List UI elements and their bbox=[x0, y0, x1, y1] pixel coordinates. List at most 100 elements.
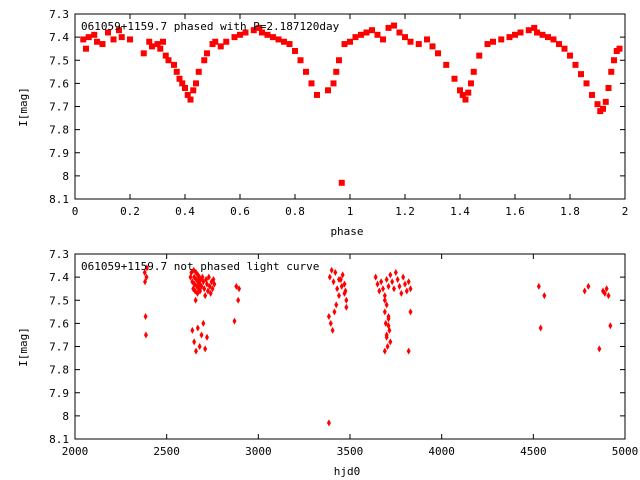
phased-data-point bbox=[363, 29, 370, 36]
phased-x-tick-label: 1.4 bbox=[450, 205, 470, 218]
unphased-x-tick-label: 4500 bbox=[520, 445, 547, 458]
phased-data-point bbox=[550, 36, 557, 43]
unphased-data-point bbox=[383, 319, 388, 327]
unphased-x-axis-ticks: 2000 2500 3000 3500 4000 4500 5000 bbox=[62, 254, 638, 458]
unphased-data-point bbox=[382, 308, 387, 316]
unphased-data-point bbox=[403, 280, 407, 288]
phased-data-point bbox=[190, 87, 197, 94]
unphased-data-point bbox=[390, 278, 395, 286]
unphased-data-point bbox=[199, 331, 204, 339]
phased-data-point bbox=[264, 31, 271, 38]
unphased-plot-frame bbox=[74, 253, 626, 440]
phased-data-point bbox=[201, 57, 208, 64]
phased-data-point bbox=[415, 41, 422, 48]
unphased-data-point bbox=[202, 285, 207, 293]
phased-x-tick-label: 0.6 bbox=[230, 205, 250, 218]
unphased-data-point bbox=[377, 287, 382, 295]
unphased-data-point bbox=[326, 312, 331, 320]
unphased-data-point bbox=[143, 331, 148, 339]
phased-data-point bbox=[391, 22, 397, 29]
phased-data-point bbox=[407, 38, 414, 45]
unphased-data-point bbox=[342, 289, 347, 297]
phased-data-point bbox=[281, 38, 287, 45]
unphased-data-point bbox=[207, 282, 212, 290]
phased-x-axis-label: phase bbox=[330, 225, 363, 238]
phased-data-point bbox=[110, 36, 117, 43]
unphased-data-point bbox=[206, 273, 211, 281]
phased-data-point bbox=[154, 41, 161, 48]
unphased-data-point bbox=[342, 280, 347, 288]
phased-data-point bbox=[187, 96, 194, 103]
phased-data-point bbox=[459, 91, 466, 98]
unphased-data-points bbox=[142, 264, 613, 427]
phased-data-point bbox=[465, 89, 472, 96]
phased-data-point bbox=[358, 31, 364, 38]
phased-data-point bbox=[223, 38, 230, 45]
phased-data-point bbox=[429, 43, 436, 50]
unphased-data-point bbox=[210, 285, 215, 293]
phased-data-point bbox=[506, 34, 513, 41]
unphased-data-point bbox=[335, 285, 340, 293]
phased-data-point bbox=[237, 31, 243, 38]
phased-data-point bbox=[583, 80, 590, 87]
unphased-data-point bbox=[604, 285, 609, 293]
phased-x-tick-label: 0.8 bbox=[285, 205, 305, 218]
unphased-x-tick-label: 2000 bbox=[62, 445, 89, 458]
unphased-data-point bbox=[392, 285, 396, 293]
unphased-x-tick-label: 3000 bbox=[245, 445, 272, 458]
phased-x-axis-ticks: 0 0.2 0.4 0.6 0.8 1 1.2 1.4 1.6 1.8 2 bbox=[72, 14, 628, 218]
unphased-data-point bbox=[542, 292, 547, 300]
unphased-data-point bbox=[399, 289, 404, 297]
phased-data-point bbox=[116, 27, 122, 34]
unphased-data-point bbox=[397, 282, 402, 290]
unphased-data-point bbox=[142, 269, 147, 276]
unphased-data-point bbox=[327, 273, 332, 281]
phased-data-point bbox=[333, 68, 340, 75]
phased-data-point bbox=[435, 50, 441, 57]
phased-y-tick-label: 7.9 bbox=[49, 147, 69, 160]
unphased-data-point bbox=[582, 287, 587, 295]
phased-data-point bbox=[99, 41, 106, 48]
phased-data-point bbox=[531, 24, 538, 31]
unphased-data-point bbox=[234, 282, 239, 290]
unphased-data-point bbox=[404, 287, 409, 295]
phased-data-point bbox=[160, 38, 166, 45]
phased-data-point bbox=[146, 38, 153, 45]
phased-data-point bbox=[380, 36, 386, 43]
unphased-data-point bbox=[337, 275, 341, 283]
phased-data-point bbox=[325, 87, 331, 94]
phased-y-tick-label: 7.4 bbox=[49, 31, 69, 44]
unphased-data-point bbox=[406, 278, 411, 286]
unphased-data-point bbox=[203, 292, 208, 300]
phased-data-point bbox=[561, 45, 568, 52]
unphased-x-tick-label: 3500 bbox=[337, 445, 364, 458]
unphased-data-point bbox=[334, 301, 339, 309]
phased-data-point bbox=[173, 68, 180, 75]
phased-data-point bbox=[498, 36, 505, 43]
unphased-data-point bbox=[382, 347, 387, 355]
unphased-data-point bbox=[331, 278, 336, 286]
unphased-data-point bbox=[401, 273, 406, 281]
unphased-data-point bbox=[602, 289, 607, 297]
phased-data-point bbox=[484, 41, 491, 48]
phased-y-tick-label: 7.8 bbox=[49, 124, 69, 137]
phased-data-point bbox=[212, 38, 219, 45]
phased-data-point bbox=[490, 38, 496, 45]
unphased-data-point bbox=[395, 275, 400, 283]
phased-data-point bbox=[594, 101, 601, 108]
phased-data-point bbox=[424, 36, 430, 43]
phased-data-point bbox=[140, 50, 147, 57]
unphased-data-point bbox=[384, 275, 389, 283]
phased-data-point bbox=[347, 38, 353, 45]
phased-data-point bbox=[374, 31, 381, 38]
phased-data-point bbox=[385, 24, 392, 31]
unphased-data-point bbox=[408, 285, 413, 293]
unphased-data-point bbox=[388, 271, 393, 279]
unphased-data-point bbox=[344, 303, 349, 311]
phased-y-axis-label: I[mag] bbox=[17, 87, 30, 127]
phased-data-point bbox=[270, 34, 276, 41]
phased-x-tick-label: 1 bbox=[347, 205, 354, 218]
unphased-data-point bbox=[205, 333, 209, 341]
phased-data-point bbox=[341, 41, 348, 48]
